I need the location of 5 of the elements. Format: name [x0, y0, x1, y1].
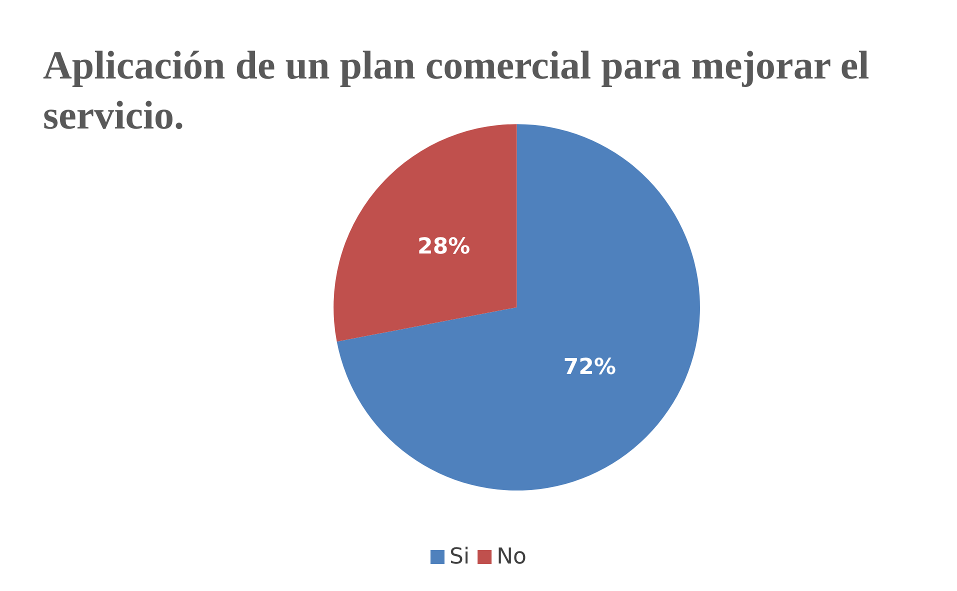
legend-label: No — [496, 544, 526, 570]
chart-title: Aplicación de un plan comercial para mejorar el servicio. — [43, 42, 880, 138]
data-label: 28% — [418, 234, 470, 260]
data-label: 72% — [563, 355, 616, 380]
legend-label: Si — [450, 544, 470, 570]
